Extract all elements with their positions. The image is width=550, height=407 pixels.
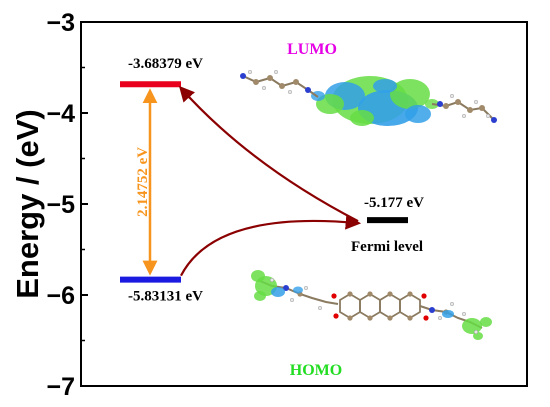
y-tick-label: −5: [46, 191, 75, 219]
y-axis-title: Energy / (eV): [10, 109, 45, 299]
homo-title: HOMO: [290, 362, 342, 379]
band-gap-label: 2.14752 eV: [135, 147, 151, 217]
homo-molecule-image: [251, 270, 492, 340]
fermi-level-label: Fermi level: [351, 239, 423, 255]
y-axis-ticks: −3 −4 −5 −6 −7: [46, 9, 88, 401]
lumo-title: LUMO: [287, 41, 337, 58]
y-tick-label: −7: [46, 373, 75, 401]
y-tick-label: −4: [46, 100, 75, 128]
homo-core-rings: [339, 292, 421, 320]
lumo-isosurface: [311, 76, 439, 126]
y-tick-label: −6: [46, 282, 75, 310]
lumo-molecule-image: [240, 69, 497, 126]
y-tick-label: −3: [46, 9, 75, 37]
fermi-to-lumo-arrow: [178, 85, 359, 223]
homo-energy-label: -5.83131 eV: [128, 289, 203, 305]
lumo-energy-label: -3.68379 eV: [128, 56, 203, 72]
fermi-energy-label: -5.177 eV: [364, 195, 424, 211]
homo-isosurface: [251, 270, 492, 340]
fermi-to-homo-arrow: [180, 214, 362, 277]
